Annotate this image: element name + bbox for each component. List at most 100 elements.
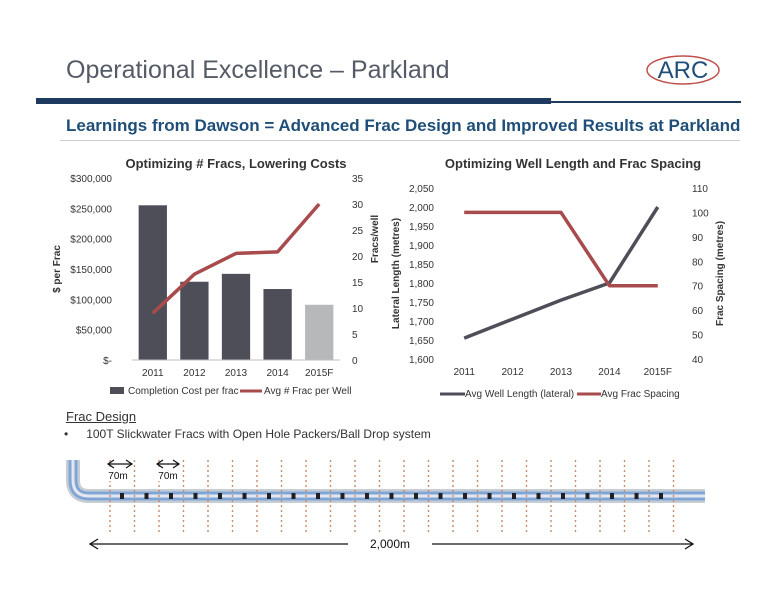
packer-icon (659, 493, 663, 499)
y2-axis-label: Fracs/well (370, 215, 381, 264)
packer-icon (340, 493, 345, 499)
well-diagram: 70m 70m 2,000m (66, 459, 705, 551)
length-double-arrow-icon (88, 538, 695, 550)
y-axis-label: Lateral Length (metres) (391, 218, 402, 329)
packer-icon (365, 493, 369, 499)
header-band-thin (551, 101, 741, 103)
packer-icon (144, 493, 149, 499)
packer-icon (634, 493, 639, 499)
spacing-arrow-2 (155, 459, 181, 469)
y-tick-label: 2,050 (409, 184, 434, 195)
x-tick-label: 2013 (550, 367, 573, 378)
y-tick-label: $200,000 (70, 235, 112, 246)
length-label: 2,000m (370, 537, 410, 551)
y2-tick-label: 40 (692, 355, 704, 366)
legend-label: Avg # Frac per Well (264, 386, 351, 397)
packer-icon (120, 493, 124, 499)
x-tick-label: 2011 (453, 367, 475, 378)
frac-design-bullet: • 100T Slickwater Fracs with Open Hole Pa… (64, 427, 431, 441)
packer-icon (291, 493, 296, 499)
y-tick-label: 1,750 (409, 298, 434, 309)
y-tick-label: 1,950 (409, 222, 434, 233)
legend-swatch-bar (110, 387, 124, 394)
bar-2015F (305, 304, 334, 360)
packer-icon (242, 493, 247, 499)
well-pipe-inner (71, 460, 705, 498)
chart-fracs-costs: Optimizing # Fracs, Lowering Costs $- $50,… (52, 156, 381, 397)
bar-2012 (180, 281, 209, 360)
spacing-arrow-heads (106, 459, 134, 469)
y2-tick-label: 110 (692, 184, 708, 195)
chart-well-length-spacing: Optimizing Well Length and Frac Spacing 1… (391, 156, 726, 400)
bullet-text: 100T Slickwater Fracs with Open Hole Pac… (86, 427, 431, 441)
packer-icon (585, 493, 590, 499)
y-tick-label: 1,800 (409, 279, 434, 290)
line-avg-frac-per-well (151, 202, 321, 315)
chart-title: Optimizing # Fracs, Lowering Costs (125, 156, 346, 171)
bar-2014 (263, 289, 292, 360)
bar-2013 (221, 273, 251, 360)
spacing-label-1: 70m (108, 471, 127, 482)
spacing-label-bg (106, 469, 132, 481)
subtitle-divider (60, 140, 740, 141)
y-tick-label: $300,000 (70, 174, 112, 185)
y2-tick-label: 25 (352, 226, 364, 237)
header-band (36, 98, 551, 104)
bar-2011 (138, 205, 167, 360)
arc-logo: ARC (646, 55, 720, 85)
y2-tick-label: 5 (352, 330, 358, 341)
y-tick-label: $150,000 (70, 265, 112, 276)
packer-icon (610, 493, 614, 499)
line-avg-well-length (463, 206, 660, 340)
line-avg-frac-spacing (464, 210, 658, 288)
page-subtitle: Learnings from Dawson = Advanced Frac De… (66, 116, 741, 135)
spacing-label-bg (155, 469, 181, 481)
packer-icon (512, 493, 516, 499)
x-tick-label: 2012 (501, 367, 524, 378)
logo-swoosh (646, 55, 720, 85)
y2-tick-label: 10 (352, 304, 364, 315)
x-tick-label: 2014 (266, 368, 289, 379)
y2-tick-label: 70 (692, 282, 704, 293)
y-tick-label: $- (103, 356, 112, 367)
packer-icon (218, 493, 222, 499)
chart-title: Optimizing Well Length and Frac Spacing (445, 156, 701, 171)
packer-icon (561, 493, 565, 499)
frac-design-heading: Frac Design (66, 409, 137, 424)
packer-icon (487, 493, 492, 499)
x-tick-label: 2011 (142, 368, 164, 379)
y2-tick-label: 50 (692, 331, 704, 342)
bullet-symbol: • (64, 427, 69, 441)
legend-label: Completion Cost per frac (128, 386, 239, 397)
y-tick-label: $250,000 (70, 204, 112, 215)
legend-label: Avg Frac Spacing (601, 389, 680, 400)
y2-tick-label: 90 (692, 233, 704, 244)
y-tick-label: 1,900 (409, 241, 434, 252)
y-tick-label: $100,000 (70, 295, 112, 306)
packer-icon (414, 493, 418, 499)
y-tick-label: 1,600 (409, 355, 434, 366)
x-tick-label: 2015F (305, 368, 333, 379)
packer-icon (389, 493, 394, 499)
packer-icon (536, 493, 541, 499)
logo-text: ARC (658, 57, 709, 84)
y2-tick-label: 15 (352, 278, 364, 289)
y2-tick-label: 100 (692, 208, 709, 219)
x-tick-label: 2013 (225, 368, 248, 379)
y2-tick-label: 60 (692, 306, 704, 317)
y2-tick-label: 0 (352, 356, 358, 367)
packer-icon (169, 493, 173, 499)
y-tick-label: 1,850 (409, 260, 434, 271)
y2-tick-label: 30 (352, 200, 364, 211)
packer-icon (316, 493, 320, 499)
y-tick-label: 1,700 (409, 317, 434, 328)
packer-icon (267, 493, 271, 499)
packer-icon (193, 493, 198, 499)
x-tick-label: 2014 (598, 367, 621, 378)
y2-axis-label: Frac Spacing (metres) (715, 221, 726, 326)
y2-tick-label: 35 (352, 174, 364, 185)
spacing-arrow-heads (155, 459, 181, 469)
length-arrow-heads (88, 538, 695, 550)
y-tick-label: 1,650 (409, 336, 434, 347)
fracture-marks (109, 460, 675, 532)
